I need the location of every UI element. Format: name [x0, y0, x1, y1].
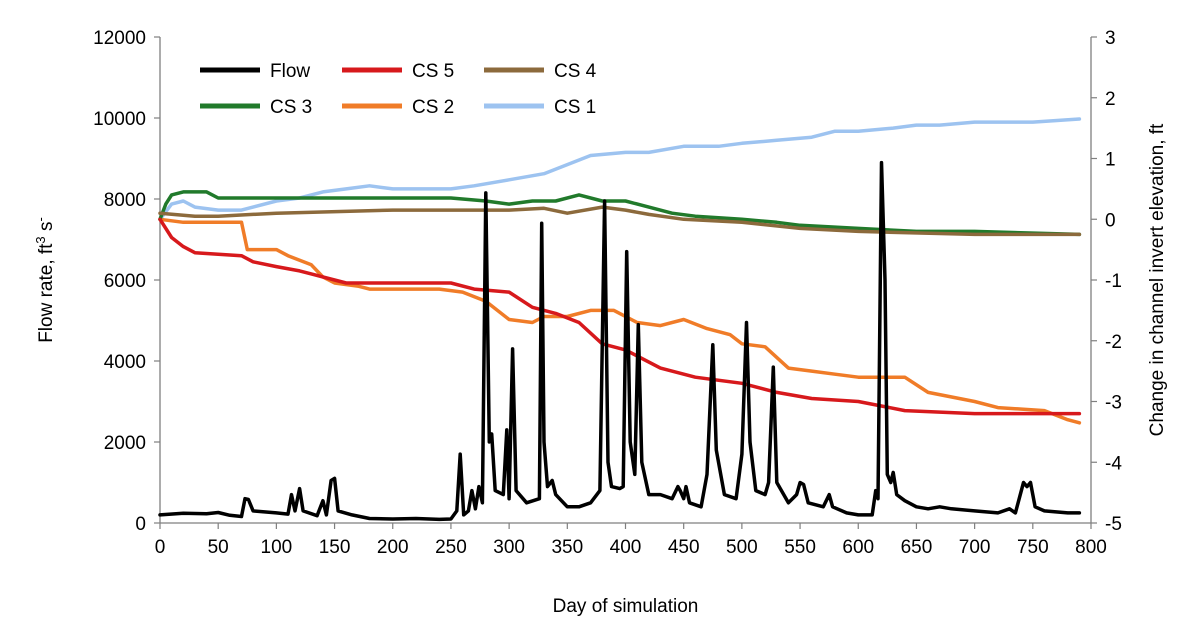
y-left-tick-label: 4000 — [104, 352, 146, 373]
x-tick-label: 200 — [377, 537, 409, 558]
legend-label-cs-5: CS 5 — [412, 61, 454, 82]
x-tick-label: 50 — [208, 537, 229, 558]
x-tick-label: 350 — [551, 537, 583, 558]
x-tick-label: 600 — [842, 537, 874, 558]
x-tick-label: 550 — [784, 537, 816, 558]
legend: Flow CS 5 CS 4 CS 3 CS 2 CS 1 — [200, 61, 597, 118]
series-layer — [158, 117, 1082, 522]
x-tick-label: 700 — [959, 537, 991, 558]
y-left-tick-label: 12000 — [93, 28, 146, 49]
x-tick-label: 400 — [610, 537, 642, 558]
y-right-tick-label: -5 — [1105, 514, 1122, 535]
x-tick-label: 150 — [319, 537, 351, 558]
legend-label-cs-2: CS 2 — [412, 97, 454, 118]
x-tick-label: 300 — [493, 537, 525, 558]
x-axis-title: Day of simulation — [553, 596, 699, 617]
legend-label-cs-3: CS 3 — [270, 97, 312, 118]
y-axis-left-title-tail-sup: - — [33, 217, 48, 221]
y-right-tick-label: 2 — [1105, 89, 1116, 110]
y-axis-left-title: Flow rate, ft3 s- — [33, 217, 58, 343]
series-line-cs-1 — [158, 117, 1082, 222]
series-line-cs-3 — [158, 190, 1082, 237]
legend-label-flow: Flow — [270, 61, 310, 82]
x-tick-label: 650 — [901, 537, 933, 558]
x-tick-label: 500 — [726, 537, 758, 558]
series-line-cs-2 — [158, 217, 1082, 425]
y-axis-left-title-text: Flow rate, ft — [36, 243, 57, 343]
y-left-tick-label: 8000 — [104, 190, 146, 211]
y-left-tick-label: 10000 — [93, 109, 146, 130]
y-axis-right-title: Change in channel invert elevation, ft — [1147, 123, 1168, 436]
y-axis-left-title-tail: s — [36, 222, 57, 237]
y-right-tick-label: -4 — [1105, 453, 1122, 474]
y-left-tick-label: 0 — [135, 514, 146, 535]
series-line-flow — [158, 160, 1082, 522]
x-tick-label: 0 — [155, 537, 166, 558]
legend-label-cs-1: CS 1 — [554, 97, 596, 118]
y-right-tick-label: -1 — [1105, 271, 1122, 292]
series-line-cs-5 — [158, 217, 1082, 416]
x-tick-label: 250 — [435, 537, 467, 558]
y-right-tick-label: 0 — [1105, 210, 1116, 231]
legend-label-cs-4: CS 4 — [554, 61, 597, 82]
series-line-cs-4 — [158, 205, 1082, 237]
x-tick-label: 450 — [668, 537, 700, 558]
y-right-tick-label: -3 — [1105, 393, 1122, 414]
x-tick-label: 100 — [261, 537, 293, 558]
x-tick-label: 750 — [1017, 537, 1049, 558]
y-left-tick-label: 2000 — [104, 433, 146, 454]
y-right-tick-label: -2 — [1105, 332, 1122, 353]
y-left-tick-label: 6000 — [104, 271, 146, 292]
x-tick-label: 800 — [1075, 537, 1107, 558]
axes: 0 50 100 150 200 250 300 350 400 450 500 550 600 650 7… — [93, 28, 1122, 558]
y-right-tick-label: 1 — [1105, 150, 1116, 171]
y-right-tick-label: 3 — [1105, 28, 1116, 49]
y-axis-left-title-sup: 3 — [33, 236, 48, 243]
